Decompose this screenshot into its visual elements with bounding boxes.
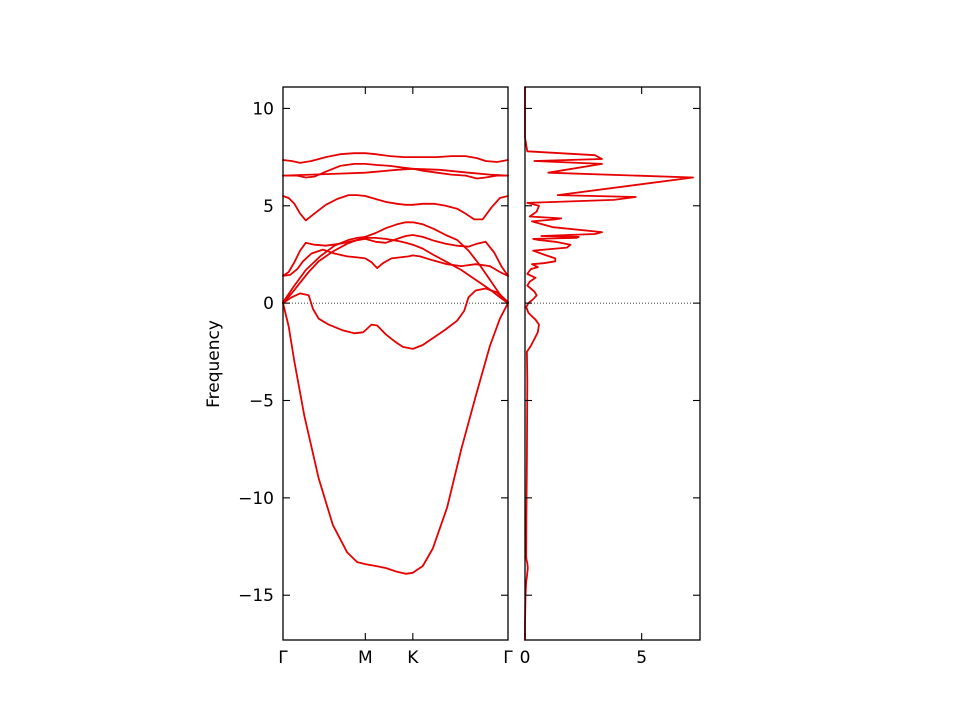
dos-curves	[524, 86, 694, 641]
band-y-tick-label: 10	[252, 99, 274, 119]
band-4-line	[282, 248, 509, 277]
band-10-line	[282, 152, 509, 164]
band-7-line	[282, 194, 509, 222]
band-x-tick-label: M	[358, 648, 373, 668]
band-3-line	[282, 236, 509, 305]
band-6-line	[282, 221, 509, 304]
band-x-tick-label: Γ	[278, 648, 288, 668]
band-curves	[282, 152, 509, 575]
band-ticks: −15 −10 −5 0 5 10 Γ M K Γ	[238, 87, 513, 668]
dos-x-tick-label: 5	[636, 648, 647, 668]
dos-line	[524, 86, 694, 641]
band-9-line	[282, 162, 509, 180]
dos-x-tick-label: 0	[520, 648, 531, 668]
band-y-tick-label: −15	[238, 586, 274, 606]
band-8-line	[282, 167, 509, 177]
band-y-tick-label: 0	[263, 294, 274, 314]
y-axis-label: Frequency	[204, 320, 224, 408]
band-1-line	[282, 302, 509, 575]
band-5-line	[282, 234, 509, 277]
band-y-tick-label: −5	[249, 391, 274, 411]
band-x-tick-label: Γ	[503, 648, 513, 668]
band-y-tick-label: 5	[263, 197, 274, 217]
band-structure-panel: −15 −10 −5 0 5 10 Γ M K Γ	[238, 86, 513, 668]
band-2-line	[282, 287, 509, 350]
band-y-tick-label: −10	[238, 489, 274, 509]
band-x-tick-label: K	[407, 648, 419, 668]
band-plot-frame	[282, 86, 509, 641]
dos-plot-frame	[524, 86, 701, 641]
